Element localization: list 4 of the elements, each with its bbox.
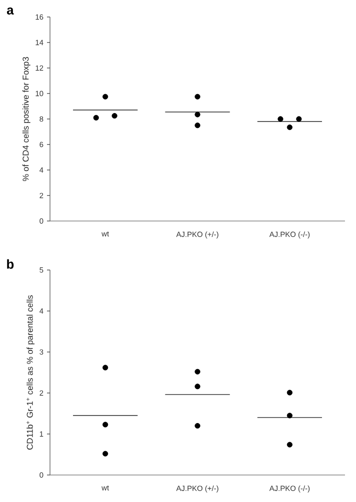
y-axis-title: % of CD4 cells positive for Foxp3 [22,57,30,182]
chart-title: b [7,259,14,269]
y-axis-title: CD11b$^{+}$ Gr-1$^{+}$ cells as % of parental cells [26,295,34,450]
chart-title: a [6,7,14,15]
